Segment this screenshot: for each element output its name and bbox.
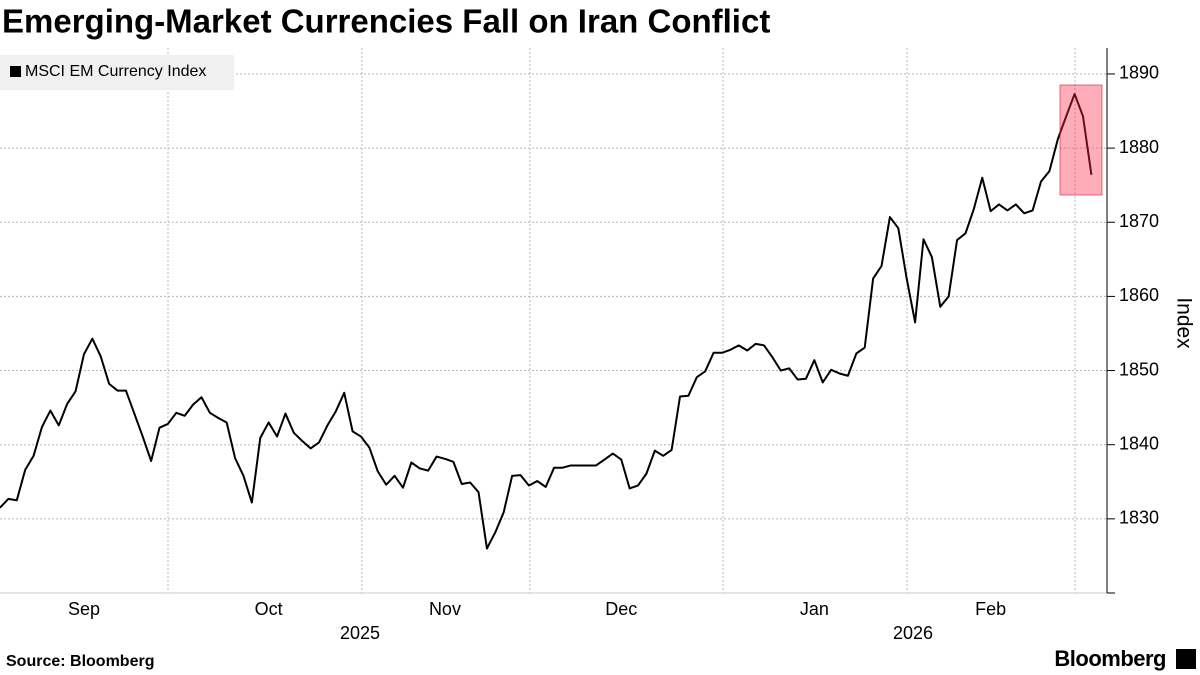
x-tick-label: Jan [800,599,829,619]
logo: Bloomberg [1054,646,1166,671]
legend [0,55,234,90]
x-tick-label: Dec [605,599,637,619]
y-tick-label: 1890 [1119,63,1159,83]
x-tick-label: Oct [255,599,283,619]
plot [0,92,1093,550]
year-label: 2026 [893,623,933,643]
year-label: 2025 [340,623,380,643]
logo-icon [1176,649,1196,669]
y-tick-label: 1880 [1119,137,1159,157]
y-tick-label: 1850 [1119,359,1159,379]
x-tick-label: Feb [975,599,1006,619]
y-tick-label: 1870 [1119,211,1159,231]
line [0,92,1093,550]
y-tick-label: 1830 [1119,508,1159,528]
y-tick-label: 1840 [1119,433,1159,453]
legend-label: MSCI EM Currency Index [25,63,206,80]
x-tick-label: Nov [429,599,461,619]
y-axis-label: Index [1172,297,1195,349]
source: Source: Bloomberg [6,653,154,670]
chart-title: Emerging-Market Currencies Fall on Iran … [2,3,770,40]
legend-swatch [10,66,21,77]
grid [0,48,1107,594]
y-tick-label: 1860 [1119,285,1159,305]
x-tick-label: Sep [68,599,100,619]
highlight-box [1059,84,1103,196]
